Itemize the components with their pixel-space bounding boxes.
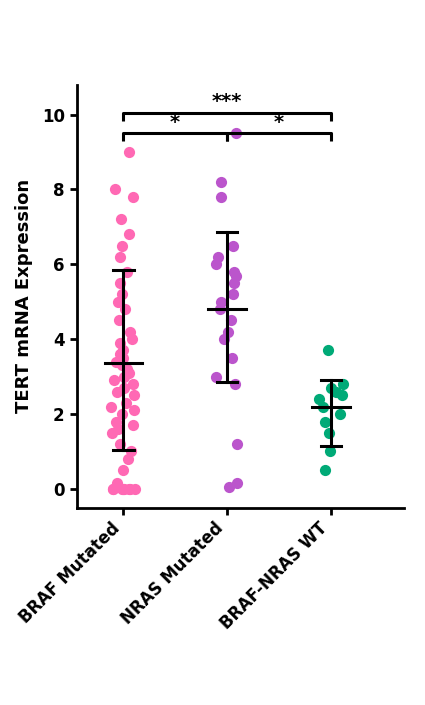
Point <box>221 333 227 345</box>
Point <box>109 483 116 494</box>
Point <box>109 427 116 439</box>
Point <box>218 296 225 307</box>
Point <box>326 427 332 439</box>
Point <box>231 277 238 288</box>
Point <box>214 251 221 262</box>
Point <box>234 477 241 489</box>
Point <box>125 228 132 240</box>
Point <box>115 423 122 434</box>
Point <box>130 379 137 390</box>
Point <box>339 379 346 390</box>
Point <box>122 304 128 315</box>
Text: *: * <box>170 113 180 132</box>
Point <box>130 405 137 416</box>
Point <box>327 382 334 393</box>
Point <box>132 483 139 494</box>
Point <box>128 333 135 345</box>
Point <box>121 382 128 393</box>
Point <box>321 465 328 476</box>
Point <box>232 128 239 139</box>
Point <box>124 364 131 375</box>
Point <box>108 401 115 412</box>
Point <box>127 326 133 337</box>
Point <box>109 483 116 494</box>
Point <box>126 367 133 379</box>
Point <box>339 390 346 401</box>
Point <box>229 352 235 364</box>
Point <box>118 214 125 225</box>
Point <box>125 453 131 465</box>
Point <box>116 337 123 348</box>
Point <box>212 371 219 382</box>
Point <box>113 416 119 427</box>
Point <box>131 390 138 401</box>
Point <box>130 419 137 431</box>
Point <box>212 259 219 270</box>
Point <box>130 191 137 202</box>
Point <box>216 304 223 315</box>
Point <box>119 408 125 419</box>
Point <box>124 266 130 277</box>
Point <box>229 288 236 300</box>
Point <box>113 386 120 397</box>
Point <box>232 270 239 281</box>
Point <box>326 446 333 457</box>
Point <box>224 326 231 337</box>
Point <box>115 315 122 326</box>
Point <box>119 352 126 364</box>
Point <box>113 356 119 367</box>
Point <box>112 184 119 195</box>
Point <box>332 386 339 397</box>
Point <box>121 483 128 494</box>
Text: *: * <box>274 113 284 132</box>
Point <box>119 288 125 300</box>
Point <box>122 397 129 408</box>
Point <box>126 147 133 158</box>
Point <box>232 379 238 390</box>
Point <box>322 416 329 427</box>
Point <box>127 483 133 494</box>
Y-axis label: TERT mRNA Expression: TERT mRNA Expression <box>15 179 33 413</box>
Point <box>230 240 237 251</box>
Point <box>118 483 125 494</box>
Point <box>218 176 224 188</box>
Point <box>116 277 123 288</box>
Point <box>116 251 123 262</box>
Point <box>125 483 132 494</box>
Point <box>119 240 126 251</box>
Point <box>114 477 121 489</box>
Point <box>128 446 134 457</box>
Point <box>117 348 124 360</box>
Point <box>337 408 344 419</box>
Point <box>233 439 240 450</box>
Point <box>120 371 127 382</box>
Point <box>119 360 126 371</box>
Point <box>120 465 127 476</box>
Point <box>120 483 127 494</box>
Point <box>114 296 121 307</box>
Point <box>119 345 126 356</box>
Point <box>228 315 235 326</box>
Text: ***: *** <box>212 92 242 111</box>
Point <box>117 439 124 450</box>
Point <box>316 393 323 405</box>
Point <box>110 374 117 386</box>
Point <box>231 266 238 277</box>
Point <box>226 482 233 493</box>
Point <box>325 345 332 356</box>
Point <box>320 401 326 412</box>
Point <box>217 191 224 202</box>
